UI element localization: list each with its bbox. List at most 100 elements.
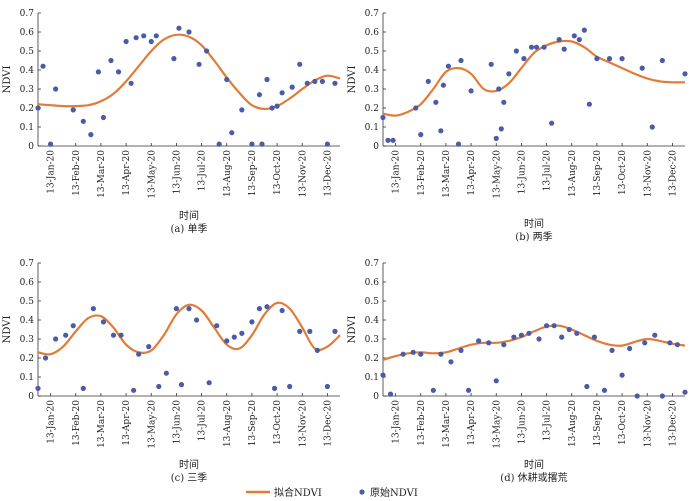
y-tick-label: 0.4 [365,66,380,76]
raw-ndvi-point [297,328,303,334]
x-tick-label: 13-Mar-20 [442,150,452,198]
raw-ndvi-point [279,307,285,314]
raw-ndvi-point [289,84,295,90]
raw-ndvi-point [559,334,565,340]
raw-ndvi-point [193,317,200,323]
raw-ndvi-point [176,25,182,31]
raw-ndvi-point [501,342,507,348]
raw-ndvi-point [659,57,665,64]
x-tick-label: 13-Jan-20 [392,400,402,444]
x-tick-label: 13-Feb-20 [417,150,427,196]
raw-ndvi-point [400,351,406,357]
raw-ndvi-point [601,387,608,393]
raw-ndvi-point [551,323,557,329]
raw-ndvi-point [581,27,587,33]
x-tick-label: 13-Jun-20 [517,400,527,444]
raw-ndvi-point [493,135,499,141]
raw-ndvi-point [204,48,210,54]
x-tick-label: 13-May-20 [147,150,157,199]
raw-ndvi-point [319,78,325,84]
y-tick-label: 0.7 [20,259,35,269]
raw-ndvi-point [425,78,431,84]
legend-raw-label: 原始NDVI [370,486,418,499]
raw-ndvi-point [171,56,177,62]
raw-ndvi-point [256,306,263,312]
y-tick-label: 0 [373,392,379,402]
x-tick-label: 13-Mar-20 [442,400,452,448]
x-tick-label: 13-Feb-20 [72,150,82,196]
x-tick-label: 13-Dec-20 [323,400,333,447]
raw-ndvi-point [63,332,69,338]
raw-ndvi-point [249,141,255,147]
raw-ndvi-point [594,56,600,62]
x-tick-label: 13-Jul-20 [543,400,553,442]
x-tick-label: 13-Jun-20 [517,150,527,194]
x-tick-label: 13-Oct-20 [618,150,628,195]
raw-ndvi-point [224,76,230,83]
y-tick-label: 0.6 [20,278,35,288]
raw-ndvi-point [229,130,235,136]
x-tick-label: 13-Apr-20 [122,150,132,196]
y-tick-label: 0.2 [20,104,34,114]
y-tick-label: 0.2 [365,104,379,114]
raw-ndvi-point [498,126,504,132]
raw-ndvi-point [561,46,567,52]
raw-ndvi-point [271,385,278,391]
x-tick-label: 13-Aug-20 [568,150,578,197]
raw-ndvi-point [297,61,303,67]
raw-ndvi-point [488,61,494,67]
raw-ndvi-point [430,387,436,393]
x-tick-label: 13-Jun-20 [172,400,182,444]
raw-ndvi-point [458,347,464,353]
raw-ndvi-point [40,63,46,69]
y-tick-label: 0.6 [20,28,35,38]
chart-panel-2: 0 0.1 0.2 0.3 0.4 0.5 0.6 0.7 13-Jan-20 13-Feb-20… [347,9,688,243]
raw-ndvi-point [173,306,180,312]
raw-ndvi-point [35,105,41,111]
raw-ndvi-point [528,44,535,50]
raw-ndvi-point [239,330,245,336]
raw-ndvi-point [455,141,462,147]
chart-panel-4: 0 0.1 0.2 0.3 0.4 0.5 0.6 0.7 13-Jan-20 13-Feb-20… [347,259,688,484]
raw-ndvi-point [556,37,562,43]
raw-ndvi-point [128,80,134,86]
raw-ndvi-point [239,107,245,113]
x-tick-label: 13-Jan-20 [47,400,57,444]
raw-ndvi-point [249,319,255,325]
raw-ndvi-point [440,82,446,88]
raw-ndvi-point [136,351,142,357]
raw-ndvi-point [332,328,338,334]
raw-ndvi-point [533,44,540,50]
raw-ndvi-point [438,128,444,134]
raw-ndvi-point [385,137,391,143]
raw-ndvi-point [108,57,114,64]
x-tick-label: 13-Aug-20 [223,150,233,197]
legend-raw-swatch [359,489,365,495]
y-tick-label: 0.7 [365,9,380,19]
chart-panel-3: 0 0.1 0.2 0.3 0.4 0.5 0.6 0.7 13-Jan-20 13-Feb-20… [2,259,341,484]
raw-ndvi-point [53,86,59,92]
raw-ndvi-point [380,372,386,378]
x-tick-label: 13-Sep-20 [248,150,258,197]
raw-ndvi-point [468,88,474,94]
raw-ndvi-point [390,137,396,143]
raw-ndvi-point [496,86,502,92]
raw-ndvi-point [476,338,482,344]
raw-ndvi-point [196,61,202,67]
x-tick-label: 13-Dec-20 [668,400,678,447]
raw-ndvi-point [146,344,152,350]
raw-ndvi-point [549,120,555,126]
raw-ndvi-point [576,37,582,43]
x-tick-label: 13-Apr-20 [467,400,477,446]
x-tick-label: 13-Jan-20 [392,150,402,194]
raw-ndvi-point [543,323,550,329]
raw-ndvi-point [639,65,645,71]
x-tick-label: 13-Jun-20 [172,150,182,194]
raw-ndvi-point [541,44,547,50]
x-tick-label: 13-Sep-20 [593,150,603,197]
x-tick-label: 13-May-20 [492,400,502,449]
y-tick-label: 0.7 [365,259,380,269]
x-tick-label: 13-Mar-20 [97,150,107,198]
x-tick-label: 13-Feb-20 [72,400,82,446]
x-tick-label: 13-Aug-20 [568,400,578,447]
